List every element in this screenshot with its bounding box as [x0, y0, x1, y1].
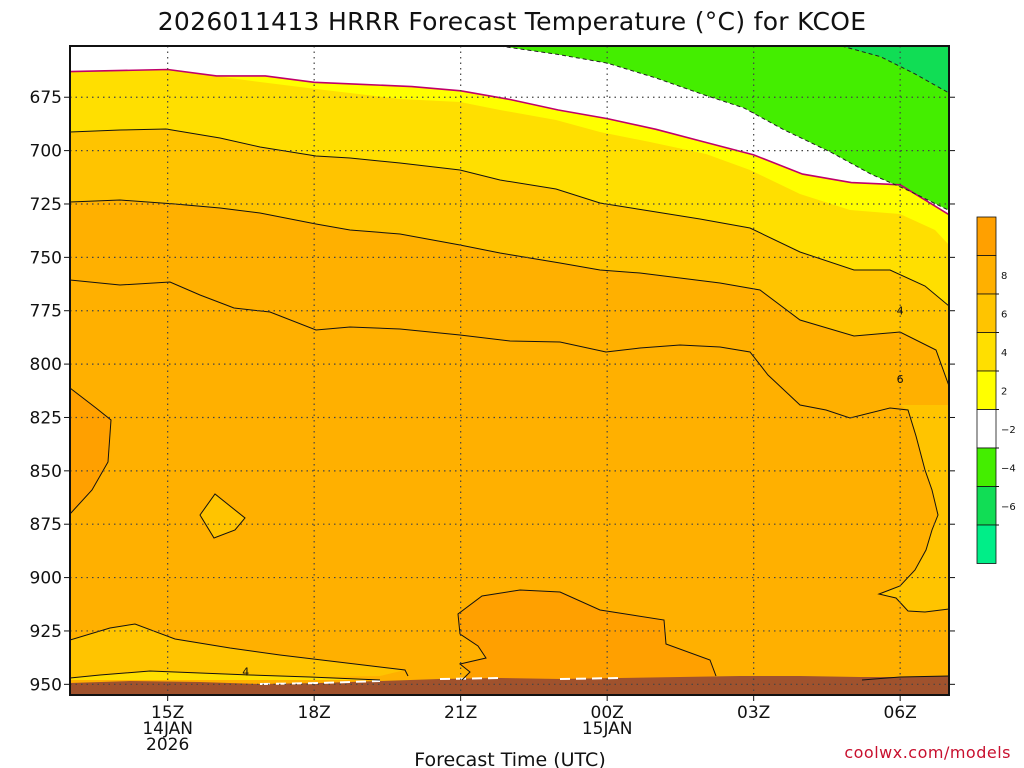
fill-4-to-6-lower	[70, 624, 405, 678]
y-tick-label: 950	[30, 675, 62, 695]
contour-lines	[70, 128, 949, 681]
contour-label: 4	[897, 305, 904, 318]
colorbar-swatch	[976, 409, 997, 449]
contour-line-2-lower	[70, 670, 381, 681]
colorbar-swatch	[976, 332, 997, 372]
y-axis: 675 700 725 750 775 800 825 850 875 900 925 950	[30, 88, 955, 695]
colorbar-swatch	[976, 293, 997, 333]
y-tick-label: 875	[30, 515, 62, 535]
x-tick-label: 14JAN	[142, 719, 193, 739]
colorbar-swatch	[976, 524, 997, 564]
y-tick-label: 700	[30, 142, 62, 162]
contour-line-4-lower	[70, 623, 409, 677]
isotherm-minus2	[499, 46, 949, 211]
colorbar-label: 8	[1001, 271, 1007, 282]
contour-line-2	[70, 128, 949, 307]
fill-4-to-6-pocket	[200, 494, 245, 538]
x-tick-label: 15JAN	[582, 719, 633, 739]
y-tick-label: 850	[30, 462, 62, 482]
fill-4-to-6-right	[879, 405, 949, 612]
fill-above-8-left	[70, 388, 111, 514]
y-tick-label: 900	[30, 569, 62, 589]
contour-label: 4	[242, 666, 249, 679]
y-tick-label: 800	[30, 355, 62, 375]
x-tick-label: 00Z	[591, 703, 624, 723]
fill-below-minus4	[841, 46, 949, 93]
y-tick-label: 925	[30, 622, 62, 642]
colorbar: 8 6 4 2 −2 −4 −6	[976, 216, 1016, 564]
y-tick-label: 750	[30, 248, 62, 268]
colorbar-label: −2	[1001, 425, 1016, 436]
colorbar-label: −6	[1001, 502, 1016, 513]
x-tick-label: 2026	[146, 735, 189, 755]
x-tick-label: 06Z	[884, 703, 917, 723]
colorbar-label: 2	[1001, 386, 1007, 397]
contour-line-8-left	[70, 387, 112, 515]
contour-line-6-pocket	[199, 493, 246, 539]
colorbar-swatch	[976, 370, 997, 410]
plot-frame	[69, 45, 950, 696]
colorbar-swatch	[976, 255, 997, 295]
isotherm-zero	[70, 68, 949, 216]
x-axis-label: Forecast Time (UTC)	[414, 749, 605, 768]
fill-2-to-4-lower	[70, 671, 380, 680]
y-tick-label: 675	[30, 88, 62, 108]
contour-line-terrain-edge	[861, 675, 949, 681]
colorbar-swatch	[976, 216, 997, 256]
x-tick-label: 18Z	[298, 703, 331, 723]
contour-label: 6	[897, 373, 904, 386]
credit-text: coolwx.com/models	[844, 743, 1011, 762]
isotherm-minus4	[841, 46, 949, 94]
contour-line-8-bottom	[457, 589, 717, 681]
contour-line-4-upper	[70, 199, 949, 387]
contour-labels: 4 4 6	[242, 305, 904, 679]
x-tick-label: 21Z	[444, 703, 477, 723]
isotherm-layer	[70, 46, 949, 216]
fill-above-8-bottom	[458, 590, 716, 680]
y-tick-label: 725	[30, 195, 62, 215]
colorbar-swatch	[976, 486, 997, 526]
x-tick-label: 03Z	[737, 703, 770, 723]
colorbar-label: −4	[1001, 463, 1016, 474]
terrain-edge	[259, 677, 621, 685]
y-tick-label: 775	[30, 302, 62, 322]
x-tick-label: 15Z	[151, 703, 184, 723]
chart-title: 2026011413 HRRR Forecast Temperature (°C…	[158, 7, 867, 36]
fill-minus4-to-minus2	[499, 46, 949, 211]
colorbar-label: 6	[1001, 309, 1007, 320]
colorbar-label: 4	[1001, 348, 1007, 359]
terrain-fill	[70, 676, 949, 695]
contour-line-6	[70, 279, 949, 613]
grid-lines	[70, 46, 949, 695]
colorbar-swatch	[976, 447, 997, 487]
plot-area: 4 4 6	[70, 46, 949, 695]
y-tick-label: 825	[30, 408, 62, 428]
